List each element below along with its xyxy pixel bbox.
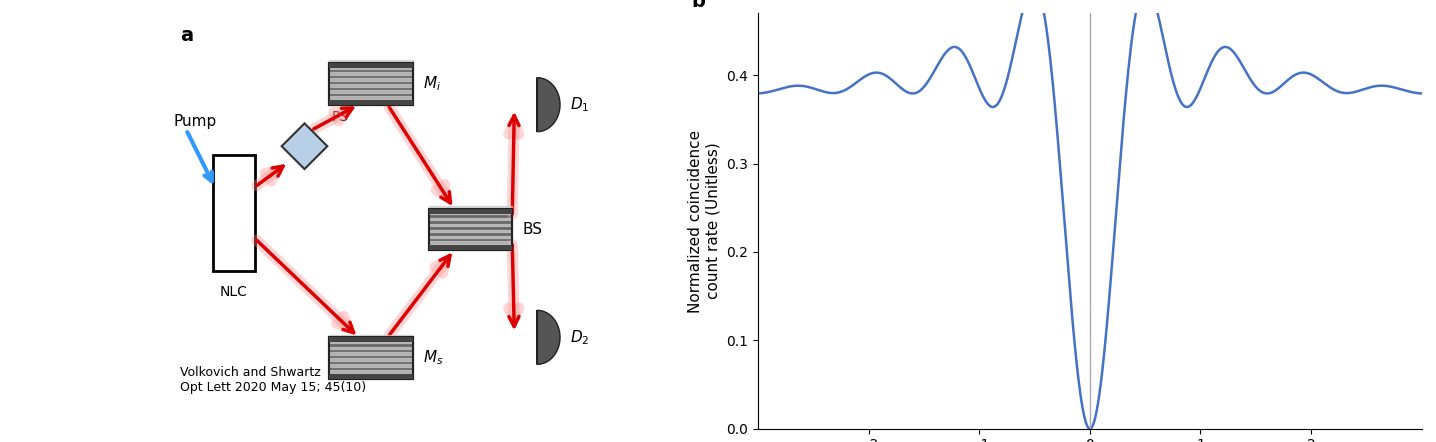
Bar bbox=[429, 209, 513, 250]
Text: BS: BS bbox=[523, 222, 543, 237]
Bar bbox=[329, 63, 412, 68]
Text: PS: PS bbox=[332, 110, 349, 124]
Bar bbox=[429, 209, 513, 213]
Text: a: a bbox=[180, 26, 192, 45]
Text: NLC: NLC bbox=[220, 286, 248, 299]
Bar bbox=[329, 100, 412, 105]
Text: $D_1$: $D_1$ bbox=[570, 95, 590, 114]
Text: $M_i$: $M_i$ bbox=[424, 75, 441, 93]
Bar bbox=[329, 63, 412, 105]
Bar bbox=[329, 337, 412, 342]
Bar bbox=[429, 209, 513, 250]
Bar bbox=[329, 337, 412, 379]
Bar bbox=[429, 245, 513, 250]
Text: Volkovich and Shwartz
Opt Lett 2020 May 15; 45(10): Volkovich and Shwartz Opt Lett 2020 May … bbox=[180, 366, 366, 394]
Bar bbox=[329, 63, 412, 105]
Bar bbox=[329, 374, 412, 379]
Polygon shape bbox=[537, 78, 560, 132]
Text: Pump: Pump bbox=[174, 114, 217, 129]
Bar bbox=[329, 337, 412, 379]
Polygon shape bbox=[281, 123, 327, 169]
Bar bbox=[213, 155, 254, 271]
Text: b: b bbox=[692, 0, 705, 11]
Text: $D_2$: $D_2$ bbox=[570, 328, 590, 347]
Y-axis label: Normalized coincidence
count rate (Unitless): Normalized coincidence count rate (Unitl… bbox=[688, 130, 721, 312]
Text: $M_s$: $M_s$ bbox=[424, 349, 444, 367]
Polygon shape bbox=[537, 310, 560, 364]
